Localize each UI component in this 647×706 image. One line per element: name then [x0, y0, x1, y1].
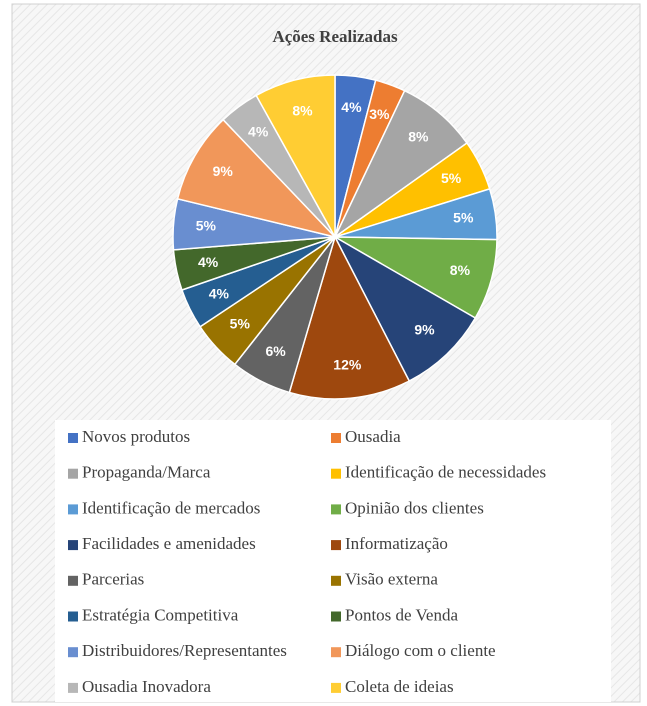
legend-marker — [68, 433, 78, 443]
legend-marker — [331, 540, 341, 551]
legend-marker — [68, 468, 78, 479]
legend-label: Diálogo com o cliente — [345, 641, 496, 660]
pie-slice — [255, 74, 336, 240]
legend-marker — [331, 611, 341, 622]
legend-label: Coleta de ideias — [345, 677, 454, 696]
data-label: 9% — [213, 163, 234, 179]
data-label: 8% — [292, 102, 313, 118]
pie-slice — [176, 118, 338, 239]
data-label: 8% — [408, 128, 429, 144]
legend-marker — [68, 611, 78, 622]
legend-label: Propaganda/Marca — [82, 463, 211, 482]
legend-marker — [68, 682, 78, 693]
data-label: 4% — [248, 123, 269, 139]
data-label: 6% — [265, 343, 286, 359]
legend-marker — [331, 433, 341, 443]
legend-label: Parcerias — [82, 570, 144, 589]
legend-label: Novos produtos — [82, 427, 190, 446]
legend-label: Identificação de mercados — [82, 498, 260, 517]
legend-label: Visão externa — [345, 570, 438, 589]
chart-title: Ações Realizadas — [272, 27, 398, 46]
data-label: 5% — [453, 209, 474, 225]
legend-label: Ousadia Inovadora — [82, 677, 211, 696]
data-label: 9% — [414, 321, 435, 337]
legend-label: Identificação de necessidades — [345, 463, 546, 482]
legend-marker — [68, 647, 78, 658]
pie-slice — [288, 234, 411, 400]
legend-marker — [331, 647, 341, 658]
data-label: 4% — [198, 254, 219, 270]
legend-label: Estratégia Competitiva — [82, 605, 239, 624]
legend-marker — [68, 575, 78, 586]
legend-label: Pontos de Venda — [345, 605, 458, 624]
legend-label: Distribuidores/Representantes — [82, 641, 287, 660]
pie-slice — [333, 235, 477, 383]
legend-marker — [331, 468, 341, 479]
data-label: 3% — [369, 106, 390, 122]
legend-marker — [68, 504, 78, 515]
data-label: 8% — [450, 262, 471, 278]
legend-marker — [331, 682, 341, 693]
legend-marker — [331, 504, 341, 515]
legend-label: Facilidades e amenidades — [82, 534, 256, 553]
data-label: 4% — [209, 285, 230, 301]
legend-marker — [331, 575, 341, 586]
legend-label: Ousadia — [345, 427, 401, 446]
legend-label: Informatização — [345, 534, 448, 553]
data-label: 12% — [333, 357, 362, 373]
legend-label: Opinião dos clientes — [345, 498, 484, 517]
data-label: 5% — [196, 217, 217, 233]
data-label: 5% — [441, 170, 462, 186]
data-label: 4% — [341, 99, 362, 115]
legend-marker — [68, 540, 78, 551]
data-label: 5% — [230, 316, 251, 332]
